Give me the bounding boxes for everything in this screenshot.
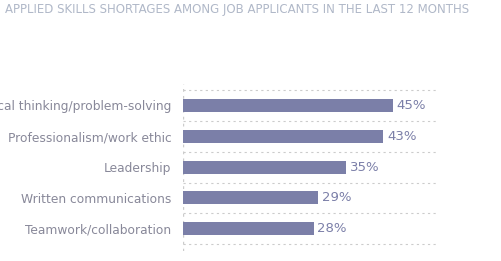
Text: 43%: 43% (386, 130, 416, 143)
Bar (183, 192, 318, 204)
Bar (183, 222, 313, 235)
Bar (183, 161, 346, 174)
Text: 29%: 29% (321, 192, 351, 204)
Bar (183, 130, 383, 143)
Text: 28%: 28% (317, 222, 346, 235)
Bar (183, 99, 392, 112)
Text: APPLIED SKILLS SHORTAGES AMONG JOB APPLICANTS IN THE LAST 12 MONTHS: APPLIED SKILLS SHORTAGES AMONG JOB APPLI… (5, 3, 468, 16)
Text: 45%: 45% (396, 99, 425, 112)
Text: 35%: 35% (349, 161, 379, 174)
